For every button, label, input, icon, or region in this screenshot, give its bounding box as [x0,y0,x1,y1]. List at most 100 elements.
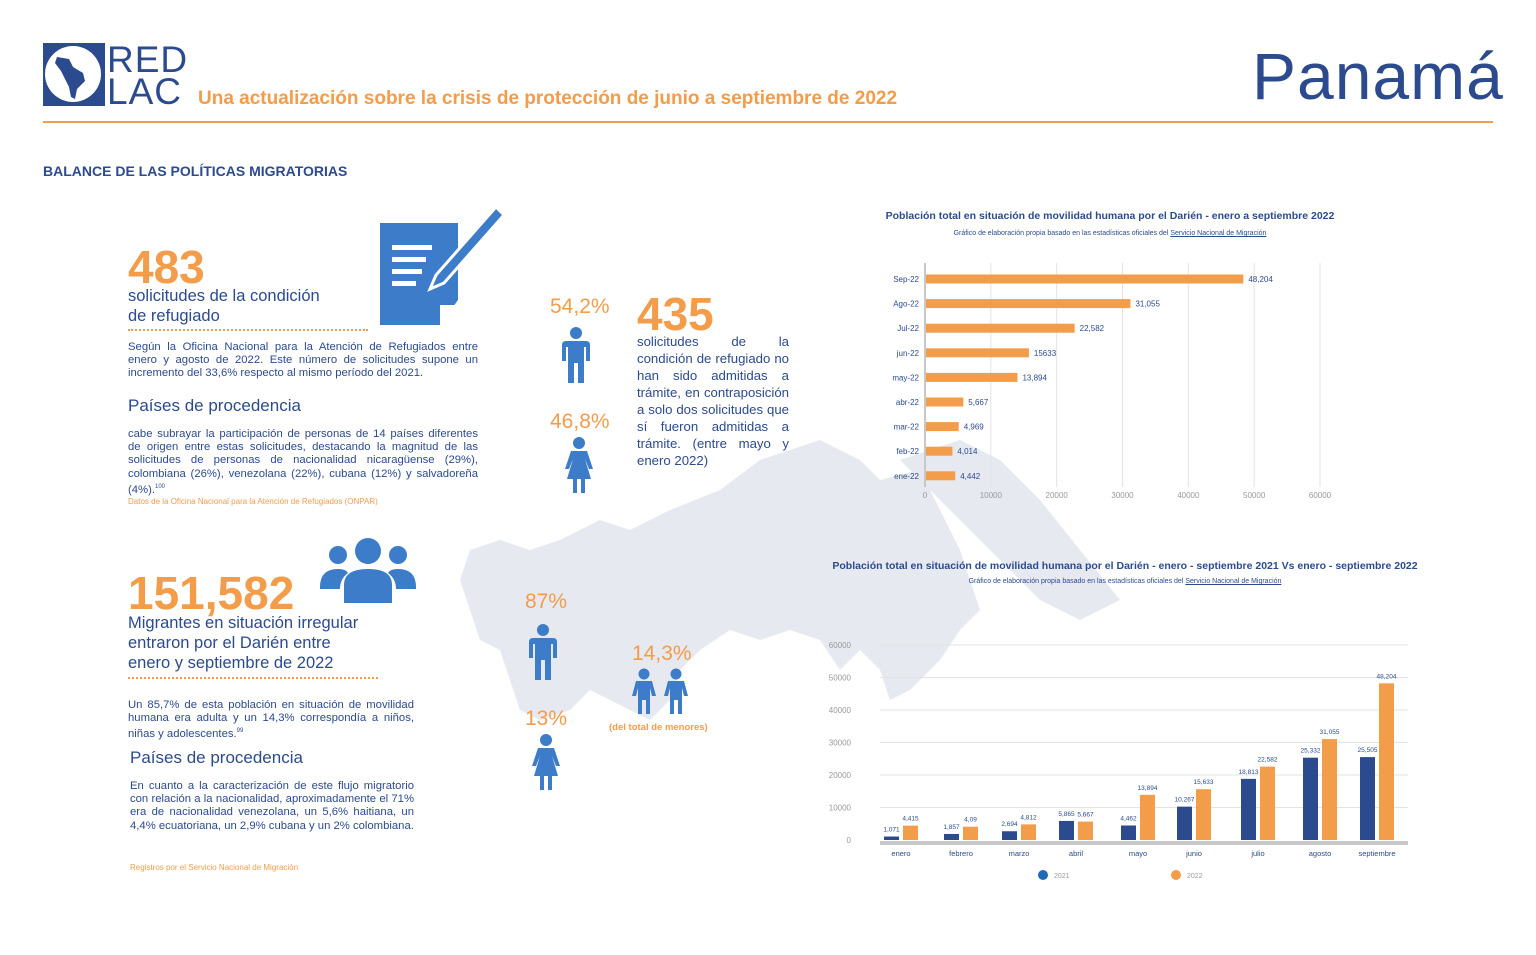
female-person-icon [532,734,560,790]
refugee-countries-title: Países de procedencia [128,396,301,415]
minors-pct: 14,3% [632,642,692,665]
refugee-source: Datos de la Oficina Nacional para la Ate… [128,497,378,506]
chart1-value-label: 4,014 [957,447,978,456]
chart2-value-label: 4,462 [1120,815,1137,822]
migrants-headline-1: Migrantes en situación irregular [128,614,359,632]
section-title: BALANCE DE LAS POLÍTICAS MIGRATORIAS [43,163,348,179]
chart2-bar-2021 [1177,806,1192,840]
chart2-category-label: septiembre [1358,849,1395,858]
chart2-subtitle-text: Gráfico de elaboración propia basado en … [968,578,1184,585]
chart2-value-label: 48,204 [1377,673,1397,680]
chart2-value-label: 4,812 [1020,814,1037,821]
chart1-bar [926,422,959,432]
migrants-female-pct: 13% [525,707,568,730]
female-person-icon [565,437,593,493]
chart2-legend-marker [1038,870,1048,880]
chart2-bar-2021 [1303,757,1318,840]
chart2-bar-2021 [1360,757,1375,840]
refugee-countries-text: cabe subrayar la participación de person… [128,428,478,496]
chart2-subtitle: Gráfico de elaboración propia basado en … [820,578,1430,585]
chart1-bar [926,274,1244,284]
chart2-legend-label: 2022 [1187,873,1203,880]
male-person-icon [562,327,590,383]
chart2-source-link[interactable]: Servicio Nacional de Migración [1185,578,1282,585]
chart2-bar-2022 [1196,789,1211,840]
minors-note: (del total de menores) [609,722,708,733]
chart2-value-label: 18,813 [1239,769,1259,776]
chart1-bar [926,348,1029,358]
chart1-value-label: 31,055 [1135,300,1160,309]
refugee-female-pct: 46,8% [550,410,610,433]
dotted-divider [128,677,378,679]
chart1-subtitle: Gráfico de elaboración propia basado en … [860,230,1360,237]
chart2-bar-2022 [963,826,978,840]
chart1-horizontal-bar: 0 10000 20000 30000 40000 50000 60000 Sep-22 48,… [892,263,1332,500]
footnote-ref: 100 [155,483,166,490]
chart2-category-label: febrero [949,849,973,858]
chart2-value-label: 31,055 [1320,729,1340,736]
chart2-value-label: 5,865 [1058,811,1075,818]
chart2-value-label: 5,667 [1077,812,1094,819]
migrants-body: Un 85,7% de esta población en situación … [128,699,414,741]
chart2-title: Población total en situación de movilida… [832,560,1418,572]
chart2-category-label: marzo [1009,849,1030,858]
chart2-y-tick: 50000 [829,674,852,683]
chart2-bar-2021 [1002,831,1017,840]
chart2-y-tick: 30000 [829,739,852,748]
not-admitted-body: solicitudes de la condición de refugiado… [637,334,789,468]
chart2-value-label: 1,071 [883,827,900,834]
chart2-y-tick: 0 [847,836,852,845]
migrants-countries-title: Países de procedencia [130,748,303,767]
migrants-count: 151,582 [128,567,295,619]
redlac-logo-globe [43,43,105,106]
chart2-category-label: abril [1069,849,1084,858]
refugee-countries-body: cabe subrayar la participación de person… [128,428,478,497]
logo-lac: LAC [107,71,182,112]
chart2-bar-2022 [1078,821,1093,840]
chart2-value-label: 25,332 [1301,748,1321,755]
country-title: Panamá [1252,39,1504,113]
refugee-headline-2: de refugiado [128,307,220,325]
dotted-divider [128,329,368,331]
chart2-y-tick: 60000 [829,641,852,650]
chart2-bar-2022 [1260,766,1275,840]
migrants-countries-body: En cuanto a la caracterización de este f… [130,780,414,832]
chart2-value-label: 22,582 [1258,757,1278,764]
chart2-bar-2021 [1059,820,1074,840]
chart1-category-label: feb-22 [896,447,919,456]
chart2-bar-2021 [1121,825,1136,840]
chart2-value-label: 1,857 [943,824,960,831]
chart2-category-label: agosto [1309,849,1332,858]
chart2-category-label: junio [1185,849,1202,858]
chart2-legend-label: 2021 [1054,873,1070,880]
chart2-value-label: 25,505 [1358,747,1378,754]
group-people-icon [320,538,416,603]
chart2-value-label: 2,694 [1001,821,1018,828]
chart2-bar-2022 [1140,794,1155,840]
chart1-value-label: 4,969 [964,423,985,432]
chart2-value-label: 15,633 [1194,779,1214,786]
footnote-ref: 99 [236,728,244,735]
chart1-bar [926,299,1131,309]
chart2-bar-2022 [1322,739,1337,840]
chart1-value-label: 13,894 [1022,373,1047,382]
chart1-category-label: mar-22 [894,423,920,432]
chart1-source-link[interactable]: Servicio Nacional de Migración [1170,230,1267,237]
chart1-x-tick: 60000 [1309,491,1332,500]
chart2-bar-2021 [884,836,899,840]
chart2-y-tick: 10000 [829,804,852,813]
chart1-title: Población total en situación de movilida… [885,210,1335,222]
chart2-category-label: mayo [1129,849,1147,858]
chart2-legend-marker [1171,870,1181,880]
chart2-value-label: 4,415 [902,816,919,823]
migrants-male-pct: 87% [525,590,568,613]
chart1-value-label: 22,582 [1080,324,1105,333]
panama-map-background [460,440,1120,720]
chart1-x-tick: 20000 [1046,491,1069,500]
chart1-value-label: 4,442 [960,472,981,481]
migrants-source: Registros por el Servicio Nacional de Mi… [130,863,299,872]
chart2-bar-2021 [944,833,959,840]
chart2-bar-2022 [1379,683,1394,840]
chart1-category-label: Ago-22 [893,300,919,309]
chart1-x-tick: 40000 [1177,491,1200,500]
